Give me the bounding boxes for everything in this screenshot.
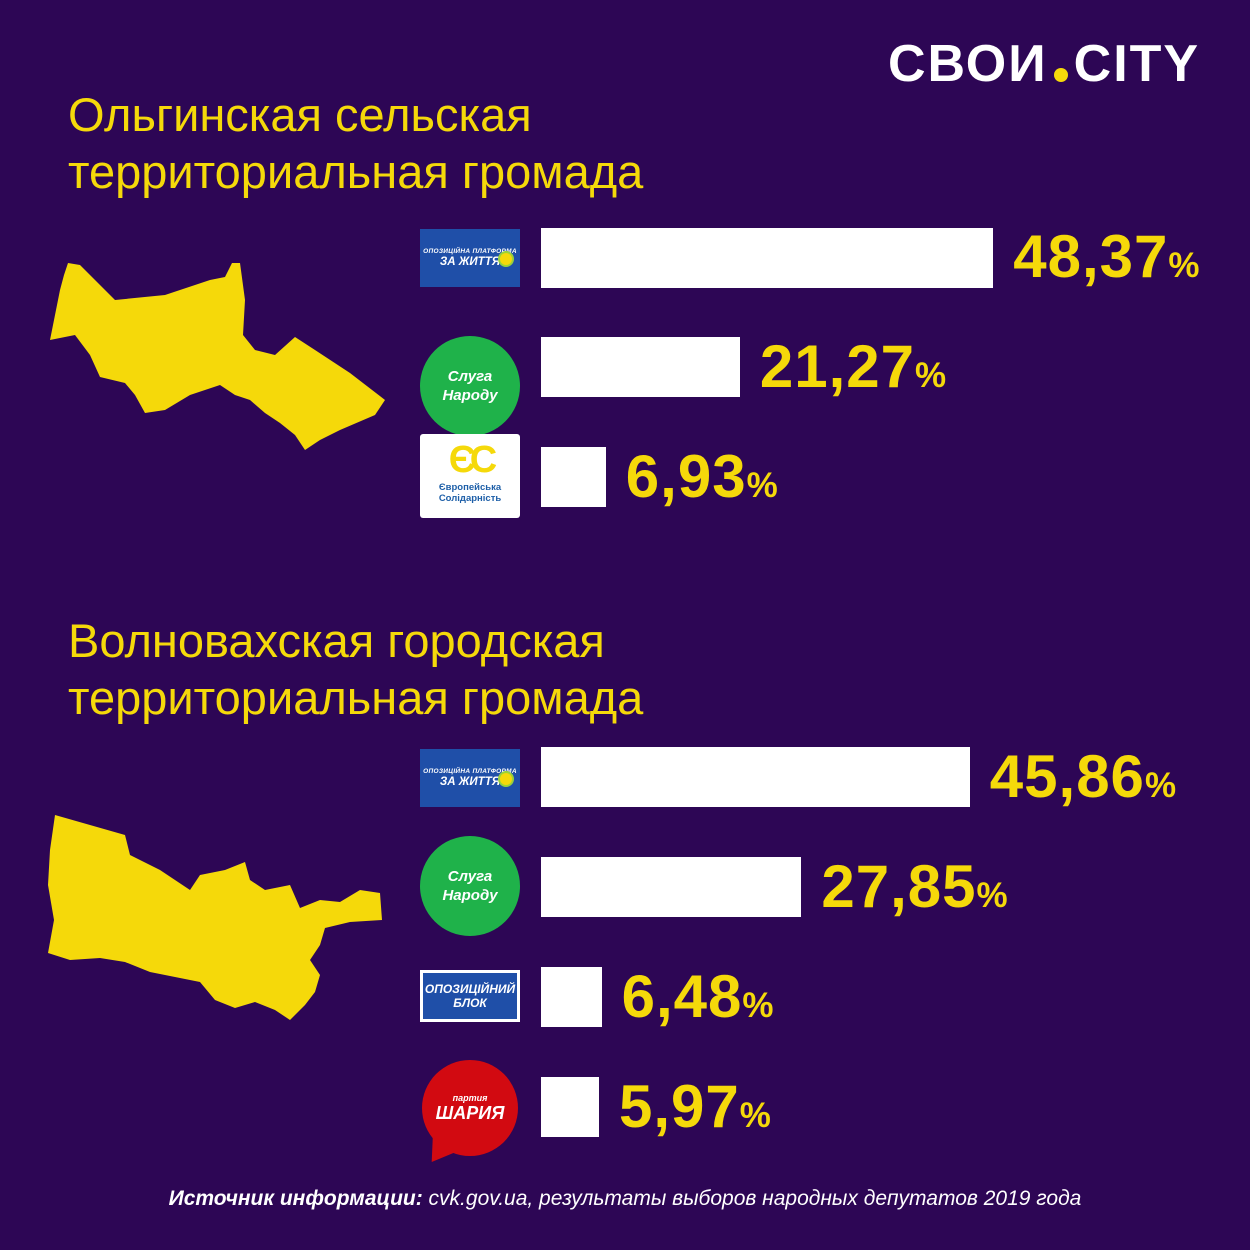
brand-dot <box>1053 68 1068 82</box>
value-number: 5,97 <box>619 1073 740 1140</box>
sluga-logo-badge: Слуга Народу <box>420 336 520 436</box>
value-unit: % <box>739 1096 772 1135</box>
bar <box>541 967 602 1027</box>
value-unit: % <box>1168 246 1201 285</box>
bar <box>541 337 740 397</box>
es-logo-mark1: Є <box>448 439 476 481</box>
bar <box>541 857 802 917</box>
logo-sluga: Слуга Народу <box>420 336 520 436</box>
sluga-logo-line2: Народу <box>442 887 498 904</box>
bar <box>541 1077 599 1137</box>
bar-value-label: 27,85% <box>821 857 1008 926</box>
value-number: 21,27 <box>759 333 916 400</box>
sluga-logo-line1: Слуга <box>447 868 493 885</box>
opblok-logo-line2: БЛОК <box>453 996 487 1010</box>
opzzh-logo-badge: ОПОЗИЦІЙНА ПЛАТФОРМА ЗА ЖИТТЯ <box>420 749 520 807</box>
logo-opzzh: ОПОЗИЦІЙНА ПЛАТФОРМА ЗА ЖИТТЯ <box>420 228 520 288</box>
source-label: Источник информации: <box>168 1187 423 1210</box>
opblok-logo-line1: ОПОЗИЦІЙНИЙ <box>424 982 516 996</box>
opzzh-logo-small: ОПОЗИЦІЙНА ПЛАТФОРМА <box>423 768 517 775</box>
value-number: 6,93 <box>625 443 747 510</box>
source-text: cvk.gov.ua, результаты выборов народных … <box>422 1187 1082 1210</box>
brand-right: CITY <box>1073 35 1201 93</box>
bar-value-label: 45,86% <box>990 747 1177 816</box>
es-logo-text: Європейська Солідарність <box>439 482 501 504</box>
olginska-map <box>50 263 385 450</box>
opzzh-logo-small: ОПОЗИЦІЙНА ПЛАТФОРМА <box>423 248 517 255</box>
bar-value-label: 21,27% <box>760 337 947 406</box>
logo-opblok: ОПОЗИЦІЙНИЙ БЛОК <box>420 966 520 1026</box>
bar-value-label: 5,97% <box>619 1077 772 1146</box>
source-note: Источник информации: cvk.gov.ua, результ… <box>0 1187 1250 1211</box>
brand-logo: СВОИ CITY <box>888 34 1218 94</box>
value-number: 48,37 <box>1013 223 1169 290</box>
value-unit: % <box>742 986 775 1025</box>
shariy-logo-line2: ШАРИЯ <box>435 1103 505 1123</box>
section1-title-line2: территориальная громада <box>68 145 644 198</box>
es-logo-badge: ЄС Європейська Солідарність <box>420 434 520 518</box>
value-number: 6,48 <box>621 963 743 1030</box>
sunflower-icon <box>498 771 514 787</box>
sunflower-icon <box>498 251 514 267</box>
bar <box>541 747 970 807</box>
opzzh-logo-big: ЗА ЖИТТЯ <box>439 776 501 788</box>
value-number: 45,86 <box>989 743 1145 810</box>
logo-opzzh-2: ОПОЗИЦІЙНА ПЛАТФОРМА ЗА ЖИТТЯ <box>420 748 520 808</box>
value-unit: % <box>915 356 948 395</box>
section2-title: Волновахская городская территориальная г… <box>68 612 1068 726</box>
value-number: 27,85 <box>821 853 977 920</box>
value-unit: % <box>746 466 779 505</box>
opzzh-logo-big: ЗА ЖИТТЯ <box>439 256 501 268</box>
bar-value-label: 6,48% <box>622 967 775 1036</box>
es-logo-mark2: С <box>469 439 498 481</box>
es-logo-mark: ЄС <box>448 439 498 481</box>
sluga-logo-line2: Народу <box>442 387 498 404</box>
section1-title-line1: Ольгинская сельская <box>68 88 532 141</box>
section1-title: Ольгинская сельская территориальная гром… <box>68 86 1068 200</box>
sluga-logo-badge: Слуга Народу <box>420 836 520 936</box>
shariy-logo-badge: партия ШАРИЯ <box>422 1060 518 1156</box>
logo-es: ЄС Європейська Солідарність <box>420 434 520 518</box>
shariy-logo-line1: партия <box>452 1093 488 1103</box>
logo-sluga-2: Слуга Народу <box>420 836 520 936</box>
bar <box>541 447 606 507</box>
bar <box>541 228 994 288</box>
volnovakha-map <box>48 815 382 1020</box>
logo-shariy: партия ШАРИЯ <box>420 1058 520 1158</box>
brand-left: СВОИ <box>888 35 1048 93</box>
value-unit: % <box>976 876 1009 915</box>
section2-title-line2: территориальная громада <box>68 671 644 724</box>
bar-value-label: 6,93% <box>626 447 779 516</box>
opblok-logo-badge: ОПОЗИЦІЙНИЙ БЛОК <box>420 970 520 1022</box>
es-logo-line2: Солідарність <box>438 493 502 504</box>
value-unit: % <box>1144 766 1178 805</box>
es-logo-line1: Європейська <box>438 482 502 493</box>
section2-title-line1: Волновахская городская <box>68 614 605 667</box>
bar-value-label: 48,37% <box>1013 227 1200 296</box>
opzzh-logo-badge: ОПОЗИЦІЙНА ПЛАТФОРМА ЗА ЖИТТЯ <box>420 229 520 287</box>
sluga-logo-line1: Слуга <box>447 368 493 385</box>
